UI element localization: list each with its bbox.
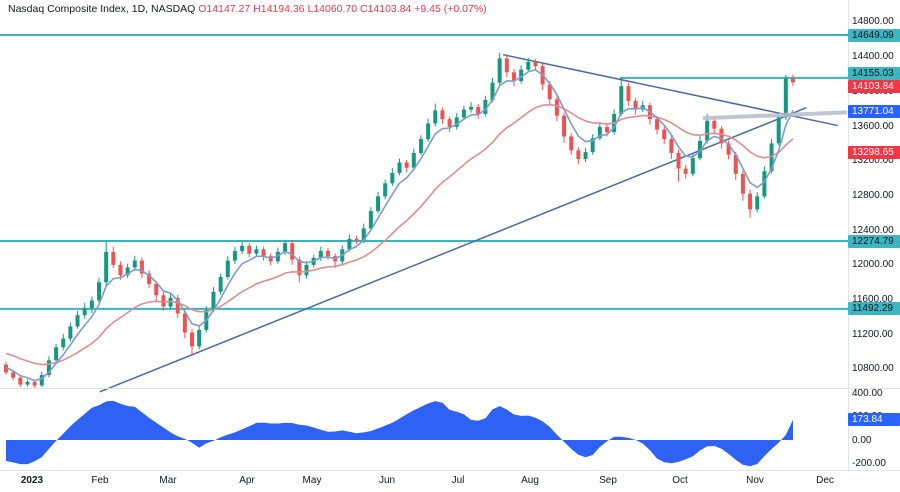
price-axis-label: 400.00 — [852, 387, 883, 399]
time-axis-label-may: May — [302, 475, 322, 486]
time-axis-label-nov: Nov — [746, 475, 764, 486]
chart-legend: Nasdaq Composite Index, 1D, NASDAQ O1414… — [8, 3, 487, 15]
symbol-title[interactable]: Nasdaq Composite Index, 1D, NASDAQ — [8, 3, 199, 15]
trendline — [99, 106, 807, 393]
time-axis-label-aug: Aug — [521, 475, 539, 486]
price-level-badge: 12274.79 — [848, 234, 900, 248]
oscillator-area — [6, 400, 793, 467]
price-level-badge: 13298.65 — [848, 145, 900, 159]
price-axis-label: -200.00 — [852, 457, 886, 469]
price-axis-label: 13200.00 — [852, 155, 894, 167]
price-axis-label: 13600.00 — [852, 120, 894, 132]
price-level-badge: 14155.03 — [848, 66, 900, 80]
time-axis-label-mar: Mar — [159, 475, 177, 486]
time-axis-label-oct: Oct — [672, 475, 688, 486]
price-axis-label: 14800.00 — [852, 16, 894, 28]
time-axis-label-apr: Apr — [239, 475, 255, 486]
price-axis-label: 12400.00 — [852, 224, 894, 236]
price-level-badge: 11492.29 — [848, 302, 900, 316]
price-level-badge: 14649.09 — [848, 28, 900, 42]
time-axis-label-jul: Jul — [451, 475, 465, 486]
time-axis-label-sep: Sep — [599, 475, 617, 486]
price-level-badge: 13771.04 — [848, 104, 900, 118]
price-axis[interactable]: 14800.0014400.0014000.0013600.0013200.00… — [848, 0, 900, 470]
oscillator-value-badge: 173.84 — [848, 413, 900, 427]
ma-red-line — [5, 103, 794, 366]
time-axis[interactable]: 2023 Feb Mar Apr May Jun Jul Aug Sep Oct Nov Dec — [0, 470, 900, 492]
flat-ray-line — [702, 110, 847, 121]
time-axis-label-jun: Jun — [378, 475, 396, 486]
price-axis-label: 10800.00 — [852, 363, 894, 375]
last-price-badge: 14103.84 — [848, 79, 900, 93]
price-axis-label: 11600.00 — [852, 294, 893, 306]
price-axis-label: 0.00 — [852, 434, 872, 446]
price-axis-label: 12000.00 — [852, 259, 894, 271]
ohlc-values: O14147.27 H14194.36 L14060.70 C14103.84 … — [198, 3, 487, 15]
ma-blue-line — [5, 68, 794, 382]
time-axis-label-2023: 2023 — [20, 475, 44, 486]
time-axis-label-dec: Dec — [816, 475, 834, 486]
price-axis-label: 14400.00 — [852, 51, 894, 63]
candles — [4, 52, 795, 388]
price-axis-label: 11200.00 — [852, 328, 893, 340]
time-axis-label-feb: Feb — [91, 475, 109, 486]
price-axis-label: 12800.00 — [852, 189, 894, 201]
